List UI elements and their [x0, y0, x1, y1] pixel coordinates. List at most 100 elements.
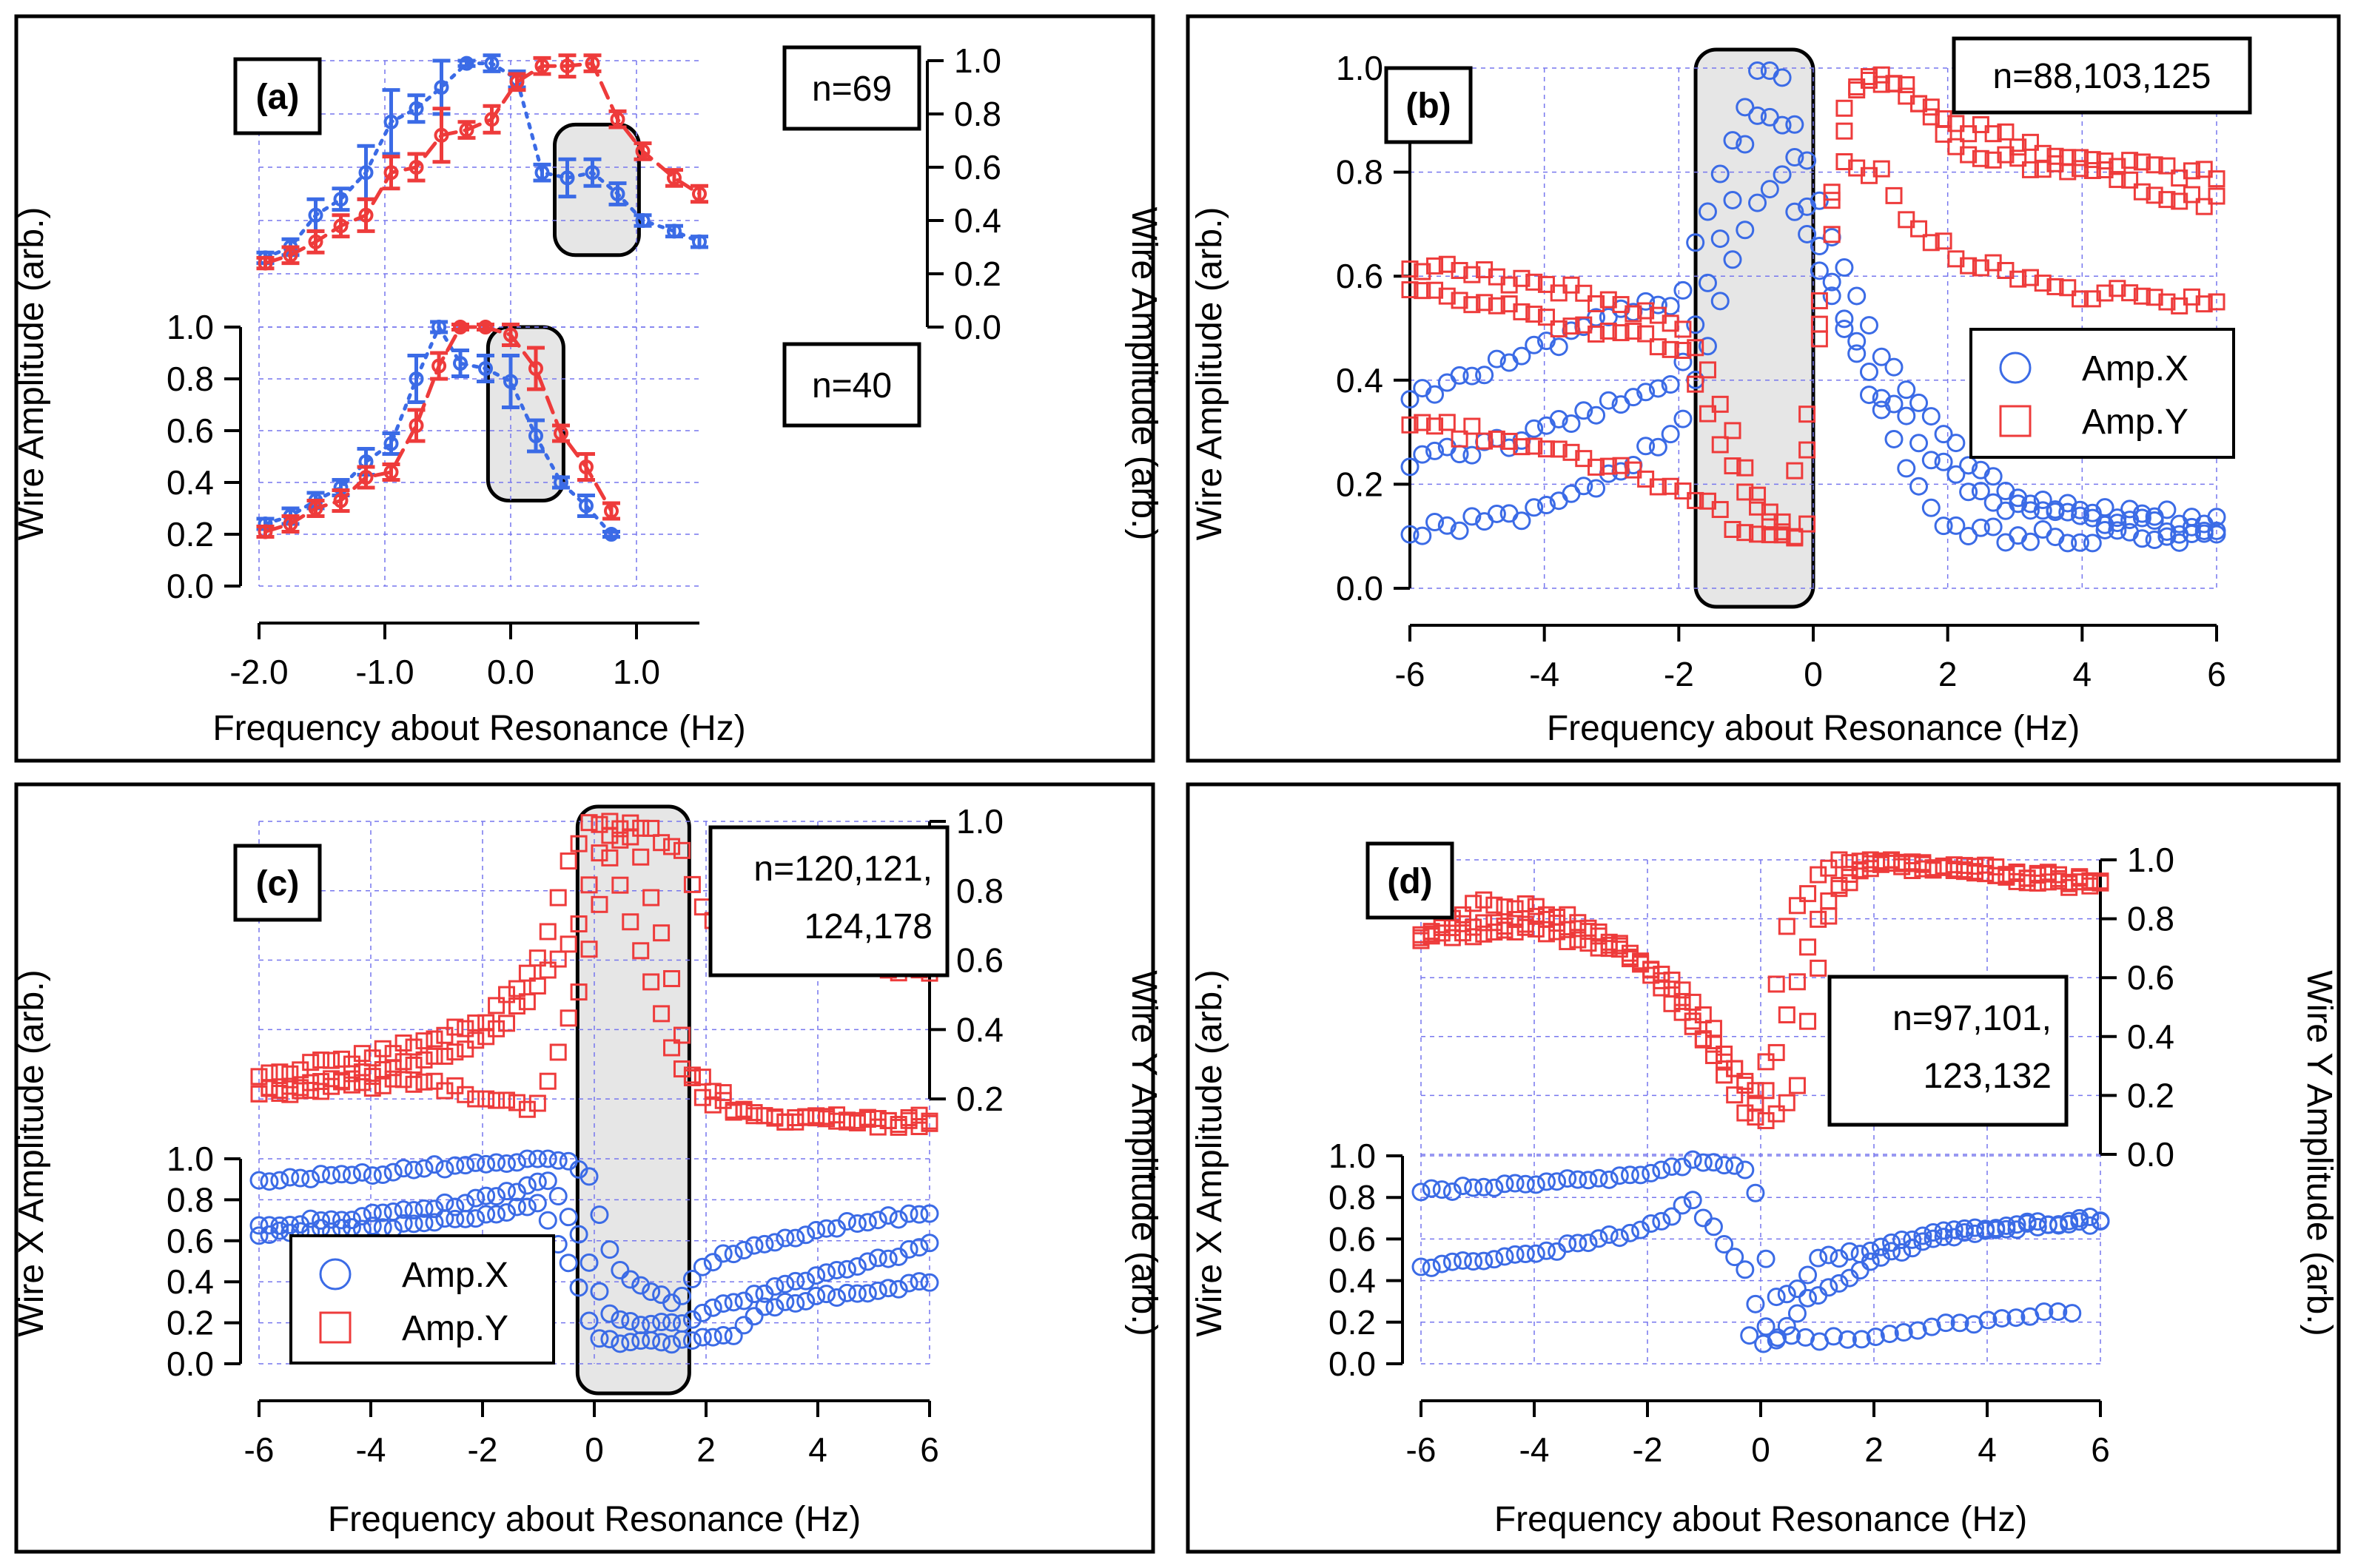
data-point — [1575, 316, 1593, 334]
n-annotation-box — [782, 45, 921, 131]
data-point — [682, 1310, 702, 1329]
data-point — [1599, 308, 1618, 327]
data-point — [2208, 293, 2225, 311]
data-point — [2083, 161, 2101, 179]
data-point — [292, 1079, 309, 1097]
data-point — [1972, 149, 1989, 167]
data-point — [1569, 914, 1587, 932]
data-point — [1625, 461, 1642, 479]
x-tick-label: 0 — [1751, 1430, 1770, 1469]
data-point — [1835, 258, 1854, 277]
data-point — [1922, 98, 1940, 116]
data-point — [1652, 1211, 1671, 1231]
data-point — [1866, 1328, 1885, 1347]
data-point — [1778, 918, 1795, 935]
data-point — [487, 1187, 506, 1206]
x-tick-label: 2 — [696, 1430, 716, 1469]
data-point — [2158, 157, 2176, 175]
data-point — [560, 935, 577, 953]
data-point — [847, 1257, 867, 1276]
data-point — [1936, 1313, 1955, 1333]
data-point — [425, 1213, 444, 1232]
data-point — [1693, 1153, 1713, 1172]
data-point — [601, 827, 619, 844]
data-point — [1715, 1235, 1734, 1254]
data-point — [548, 1151, 568, 1170]
data-point — [611, 1260, 630, 1279]
data-point — [704, 1083, 722, 1100]
data-point — [497, 1203, 517, 1222]
data-point — [1649, 338, 1667, 356]
data-point — [1401, 281, 1419, 299]
data-point — [713, 1326, 733, 1345]
data-point — [415, 1073, 433, 1091]
data-point — [2208, 187, 2225, 205]
data-point — [1872, 400, 1891, 420]
series-x-branch-1 — [1411, 1150, 2110, 1307]
data-point — [600, 1304, 619, 1323]
data-point — [1778, 1094, 1795, 1111]
data-point — [1599, 1170, 1619, 1189]
data-point — [765, 1233, 785, 1252]
data-point — [585, 165, 600, 181]
data-point — [1661, 375, 1680, 394]
y-axis-title-right: Wire Y Amplitude (arb.) — [2299, 970, 2339, 1336]
data-point — [1442, 1252, 1462, 1271]
data-point — [467, 1090, 485, 1108]
data-point — [353, 1074, 371, 1091]
data-point — [2020, 532, 2040, 551]
data-point — [1946, 516, 1966, 535]
data-point — [1885, 75, 1903, 92]
data-point — [610, 186, 625, 201]
data-point — [1871, 1248, 1890, 1267]
data-point — [1871, 1237, 1890, 1256]
y-tick-label: 0.8 — [954, 95, 1001, 133]
data-point — [653, 834, 671, 852]
data-point — [383, 114, 399, 129]
data-point — [1726, 1086, 1744, 1104]
data-point — [1984, 125, 2002, 143]
y-tick-label: 0.0 — [1328, 1345, 1376, 1383]
data-point — [1955, 1223, 1974, 1242]
data-point — [1788, 897, 1806, 915]
data-point — [1835, 99, 1853, 117]
data-point — [1506, 900, 1524, 918]
data-point — [1443, 929, 1461, 946]
data-point — [1959, 482, 1978, 502]
data-point — [796, 1291, 816, 1310]
n-annotation: 124,178 — [804, 907, 933, 946]
data-point — [683, 1069, 701, 1086]
data-point — [333, 1050, 351, 1068]
data-point — [1788, 1077, 1806, 1094]
data-point — [538, 1149, 557, 1168]
data-point — [1908, 1321, 1927, 1340]
data-point — [579, 1167, 599, 1186]
data-point — [1736, 1260, 1755, 1279]
data-point — [756, 1107, 773, 1125]
data-point — [1872, 160, 1890, 178]
data-point — [1610, 1228, 1629, 1248]
data-point — [827, 1288, 847, 1307]
data-point — [2046, 277, 2064, 295]
data-point — [358, 165, 374, 181]
data-point — [1637, 302, 1655, 320]
data-point — [600, 1330, 619, 1349]
x-tick-label: 4 — [1978, 1430, 1997, 1469]
data-point — [745, 1104, 763, 1122]
data-point — [1910, 220, 1928, 238]
n-annotation: n=40 — [812, 366, 892, 406]
data-point — [498, 1091, 516, 1109]
data-point — [312, 1165, 331, 1184]
data-point — [1699, 405, 1716, 423]
data-point — [1830, 1273, 1849, 1293]
data-point — [1574, 401, 1593, 420]
data-point — [1820, 892, 1838, 910]
data-point — [1852, 1330, 1871, 1349]
data-point — [258, 524, 273, 539]
data-point — [838, 1111, 856, 1129]
data-point — [1684, 1017, 1701, 1035]
data-point — [1516, 1174, 1535, 1194]
n-annotation-box — [1827, 975, 2069, 1127]
data-point — [456, 1209, 475, 1228]
data-point — [528, 977, 546, 995]
